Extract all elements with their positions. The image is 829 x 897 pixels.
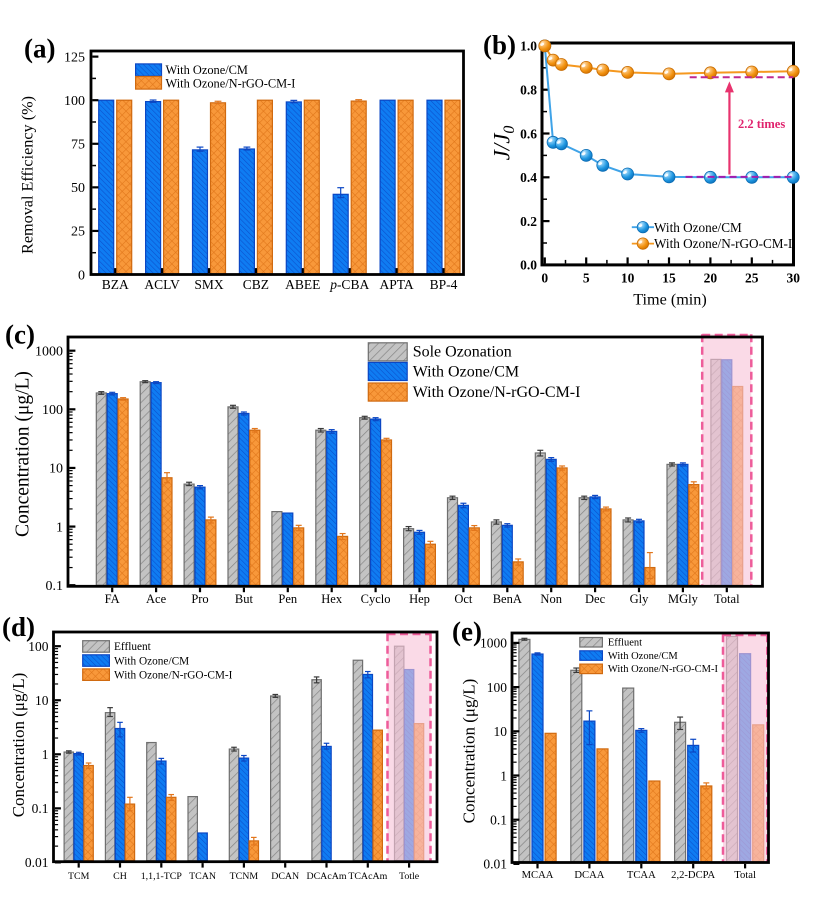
svg-text:2,2-DCPA: 2,2-DCPA: [671, 870, 715, 881]
svg-text:Effluent: Effluent: [608, 638, 642, 649]
svg-text:DCAA: DCAA: [574, 870, 604, 881]
svg-text:1000: 1000: [480, 636, 507, 651]
svg-text:0.6: 0.6: [520, 126, 537, 141]
svg-text:Time (min): Time (min): [633, 291, 707, 309]
svg-text:TCNM: TCNM: [230, 871, 259, 882]
svg-text:20: 20: [704, 270, 718, 285]
svg-text:1: 1: [56, 520, 63, 535]
svg-text:With Ozone/N-rGO-CM-I: With Ozone/N-rGO-CM-I: [413, 384, 581, 401]
svg-text:With Ozone/CM: With Ozone/CM: [114, 655, 189, 667]
svg-text:With Ozone/CM: With Ozone/CM: [654, 220, 742, 235]
svg-text:1: 1: [42, 747, 49, 762]
svg-text:Removal Efficiency (%): Removal Efficiency (%): [19, 96, 37, 254]
svg-text:25: 25: [745, 270, 759, 285]
svg-text:Totle: Totle: [399, 871, 420, 882]
svg-text:(d): (d): [2, 612, 35, 642]
svg-text:0.01: 0.01: [25, 855, 49, 870]
svg-text:TCM: TCM: [68, 871, 90, 882]
svg-text:Cyclo: Cyclo: [361, 592, 391, 606]
svg-text:Sole Ozonation: Sole Ozonation: [413, 344, 512, 361]
svg-text:0.4: 0.4: [520, 170, 537, 185]
svg-text:1.0: 1.0: [520, 39, 537, 54]
svg-text:Concentration (μg/L): Concentration (μg/L): [9, 673, 28, 818]
svg-text:Dec: Dec: [585, 592, 606, 606]
svg-text:0.2: 0.2: [520, 214, 537, 229]
svg-text:125: 125: [64, 50, 85, 65]
svg-text:Non: Non: [540, 592, 562, 606]
svg-text:With Ozone/N-rGO-CM-I: With Ozone/N-rGO-CM-I: [608, 664, 719, 675]
svg-text:5: 5: [583, 270, 590, 285]
svg-text:50: 50: [71, 181, 85, 196]
svg-text:But: But: [235, 592, 254, 606]
svg-text:With Ozone/N-rGO-CM-I: With Ozone/N-rGO-CM-I: [166, 76, 296, 90]
svg-text:MGly: MGly: [668, 592, 699, 606]
svg-text:0.0: 0.0: [520, 258, 537, 273]
svg-text:TCAN: TCAN: [189, 871, 216, 882]
svg-text:Pro: Pro: [191, 592, 208, 606]
svg-text:CBZ: CBZ: [243, 277, 269, 292]
svg-text:Effluent: Effluent: [114, 641, 152, 653]
svg-text:BenA: BenA: [493, 592, 522, 606]
svg-text:With Ozone/CM: With Ozone/CM: [608, 651, 679, 662]
svg-text:10: 10: [35, 693, 49, 708]
svg-text:Ace: Ace: [146, 592, 167, 606]
svg-text:SMX: SMX: [194, 277, 224, 292]
svg-text:BZA: BZA: [102, 277, 129, 292]
svg-text:75: 75: [71, 138, 85, 153]
svg-text:100: 100: [64, 94, 85, 109]
svg-text:FA: FA: [105, 592, 120, 606]
svg-text:(a): (a): [24, 34, 55, 64]
svg-text:10: 10: [49, 462, 63, 477]
svg-text:Concentration (μg/L): Concentration (μg/L): [13, 371, 34, 537]
svg-text:TCAcAm: TCAcAm: [348, 871, 387, 882]
svg-text:100: 100: [487, 680, 508, 695]
svg-text:10: 10: [621, 270, 635, 285]
svg-text:Concentration (μg/L): Concentration (μg/L): [460, 679, 479, 824]
svg-text:MCAA: MCAA: [522, 870, 554, 881]
svg-text:1,1,1-TCP: 1,1,1-TCP: [141, 871, 183, 882]
svg-text:TCAA: TCAA: [627, 870, 656, 881]
svg-text:2.2 times: 2.2 times: [738, 117, 785, 131]
svg-text:Oct: Oct: [454, 592, 473, 606]
svg-text:Hex: Hex: [321, 592, 343, 606]
svg-text:DCAcAm: DCAcAm: [306, 871, 346, 882]
svg-text:Pen: Pen: [278, 592, 298, 606]
svg-text:1: 1: [500, 768, 507, 783]
svg-text:0.1: 0.1: [46, 579, 64, 594]
svg-text:ACLV: ACLV: [144, 277, 180, 292]
svg-text:DCAN: DCAN: [271, 871, 299, 882]
svg-text:ABEE: ABEE: [285, 277, 320, 292]
svg-text:30: 30: [786, 270, 800, 285]
svg-text:0.01: 0.01: [483, 857, 507, 872]
svg-text:(b): (b): [483, 30, 516, 60]
svg-text:0: 0: [541, 270, 548, 285]
svg-text:J/J0: J/J0: [490, 126, 519, 161]
svg-text:With Ozone/CM: With Ozone/CM: [413, 363, 519, 380]
svg-text:100: 100: [28, 639, 49, 654]
svg-text:p-CBA: p-CBA: [329, 277, 369, 292]
svg-text:APTA: APTA: [380, 277, 414, 292]
svg-text:CH: CH: [113, 871, 127, 882]
svg-text:0.1: 0.1: [32, 801, 49, 816]
svg-text:Hep: Hep: [409, 592, 430, 606]
svg-text:10: 10: [494, 724, 508, 739]
svg-text:0.8: 0.8: [520, 83, 537, 98]
svg-text:Gly: Gly: [630, 592, 650, 606]
svg-text:With Ozone/CM: With Ozone/CM: [166, 63, 248, 77]
svg-text:100: 100: [42, 403, 63, 418]
svg-text:15: 15: [662, 270, 676, 285]
svg-text:Total: Total: [714, 592, 740, 606]
svg-text:Total: Total: [734, 870, 756, 881]
svg-text:With Ozone/N-rGO-CM-I: With Ozone/N-rGO-CM-I: [114, 670, 233, 682]
svg-text:BP-4: BP-4: [430, 277, 458, 292]
svg-text:(e): (e): [452, 617, 482, 647]
svg-text:0.1: 0.1: [490, 813, 507, 828]
svg-text:25: 25: [71, 225, 85, 240]
svg-text:1000: 1000: [35, 345, 63, 360]
svg-text:With Ozone/N-rGO-CM-I: With Ozone/N-rGO-CM-I: [654, 236, 792, 251]
svg-text:0: 0: [78, 268, 85, 283]
svg-text:(c): (c): [5, 320, 35, 350]
